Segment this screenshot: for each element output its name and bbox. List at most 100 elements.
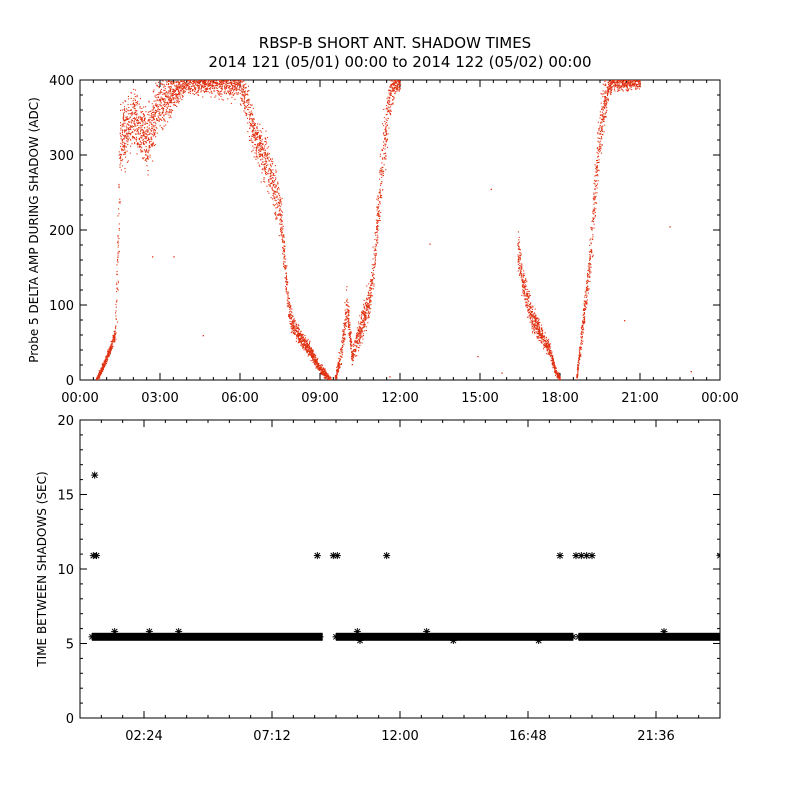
data-point	[392, 80, 394, 81]
data-point	[266, 185, 268, 187]
data-point	[281, 211, 283, 213]
data-point	[151, 117, 153, 119]
data-point	[224, 86, 226, 88]
data-point	[251, 104, 253, 106]
data-point	[147, 134, 149, 136]
data-point	[124, 171, 126, 173]
data-point	[253, 156, 255, 158]
data-point	[265, 157, 267, 159]
data-point	[183, 83, 185, 85]
data-point	[282, 253, 284, 255]
data-point	[551, 351, 553, 353]
data-point	[122, 123, 124, 125]
data-point	[253, 147, 255, 149]
data-point	[117, 252, 119, 254]
data-point	[191, 82, 193, 84]
data-point	[130, 116, 132, 118]
data-point	[185, 88, 187, 90]
data-point	[202, 80, 204, 82]
data-point	[224, 87, 226, 89]
data-point	[155, 126, 157, 128]
data-point	[224, 87, 226, 89]
data-point	[221, 81, 223, 83]
data-point	[361, 328, 363, 330]
data-point	[523, 291, 525, 293]
data-point	[386, 114, 388, 116]
data-point	[518, 257, 520, 259]
data-point	[250, 110, 252, 112]
data-point	[164, 98, 166, 100]
data-point	[275, 207, 277, 209]
data-point	[340, 363, 342, 365]
data-point	[369, 289, 371, 291]
data-point	[242, 85, 244, 87]
data-point	[188, 87, 190, 89]
data-point	[556, 374, 558, 376]
data-point	[103, 360, 105, 362]
data-point	[126, 117, 128, 119]
data-point	[134, 114, 136, 116]
data-point	[161, 83, 163, 85]
data-point	[194, 88, 196, 90]
data-point	[151, 103, 153, 105]
data-point	[220, 93, 222, 95]
data-point	[285, 280, 287, 282]
data-point	[233, 80, 235, 82]
data-point	[369, 300, 371, 302]
data-point	[134, 117, 136, 119]
data-point	[157, 85, 159, 87]
data-point	[310, 360, 312, 362]
data-point	[138, 120, 140, 122]
data-point	[164, 92, 166, 94]
data-point	[148, 101, 150, 103]
data-point	[264, 153, 266, 155]
data-point	[120, 138, 122, 140]
data-point	[131, 92, 133, 94]
data-point	[127, 160, 129, 162]
data-point	[390, 91, 392, 93]
data-point	[381, 166, 383, 168]
data-point	[340, 355, 342, 357]
data-point	[250, 113, 252, 115]
data-point	[163, 84, 165, 86]
data-point	[247, 102, 249, 104]
data-point	[232, 80, 234, 82]
data-point	[264, 166, 266, 168]
data-point	[122, 124, 124, 126]
data-point	[162, 111, 164, 113]
data-point	[189, 80, 191, 82]
data-point	[288, 305, 290, 307]
data-point	[521, 278, 523, 280]
data-point	[162, 104, 164, 106]
data-point	[123, 147, 125, 149]
data-point	[177, 96, 179, 98]
data-point	[236, 83, 238, 85]
data-point	[150, 143, 152, 145]
data-point	[145, 141, 147, 143]
data-point	[248, 114, 250, 116]
data-point	[377, 195, 379, 197]
data-point	[537, 337, 539, 339]
data-point	[519, 249, 521, 251]
data-point	[290, 318, 292, 320]
data-point	[261, 140, 263, 142]
data-point	[356, 340, 358, 342]
data-point	[127, 132, 129, 134]
data-point	[349, 339, 351, 341]
data-point	[120, 122, 122, 124]
data-point	[317, 362, 319, 364]
data-point	[112, 340, 114, 342]
data-point	[142, 111, 144, 113]
data-point	[323, 368, 325, 370]
data-point	[533, 316, 535, 318]
data-point	[359, 342, 361, 344]
data-point	[260, 135, 262, 137]
data-point	[262, 156, 264, 158]
data-point	[317, 357, 319, 359]
data-point	[188, 87, 190, 89]
data-point	[369, 311, 371, 313]
data-point	[182, 96, 184, 98]
data-point	[388, 107, 390, 109]
data-point	[316, 367, 318, 369]
data-point	[117, 215, 119, 217]
